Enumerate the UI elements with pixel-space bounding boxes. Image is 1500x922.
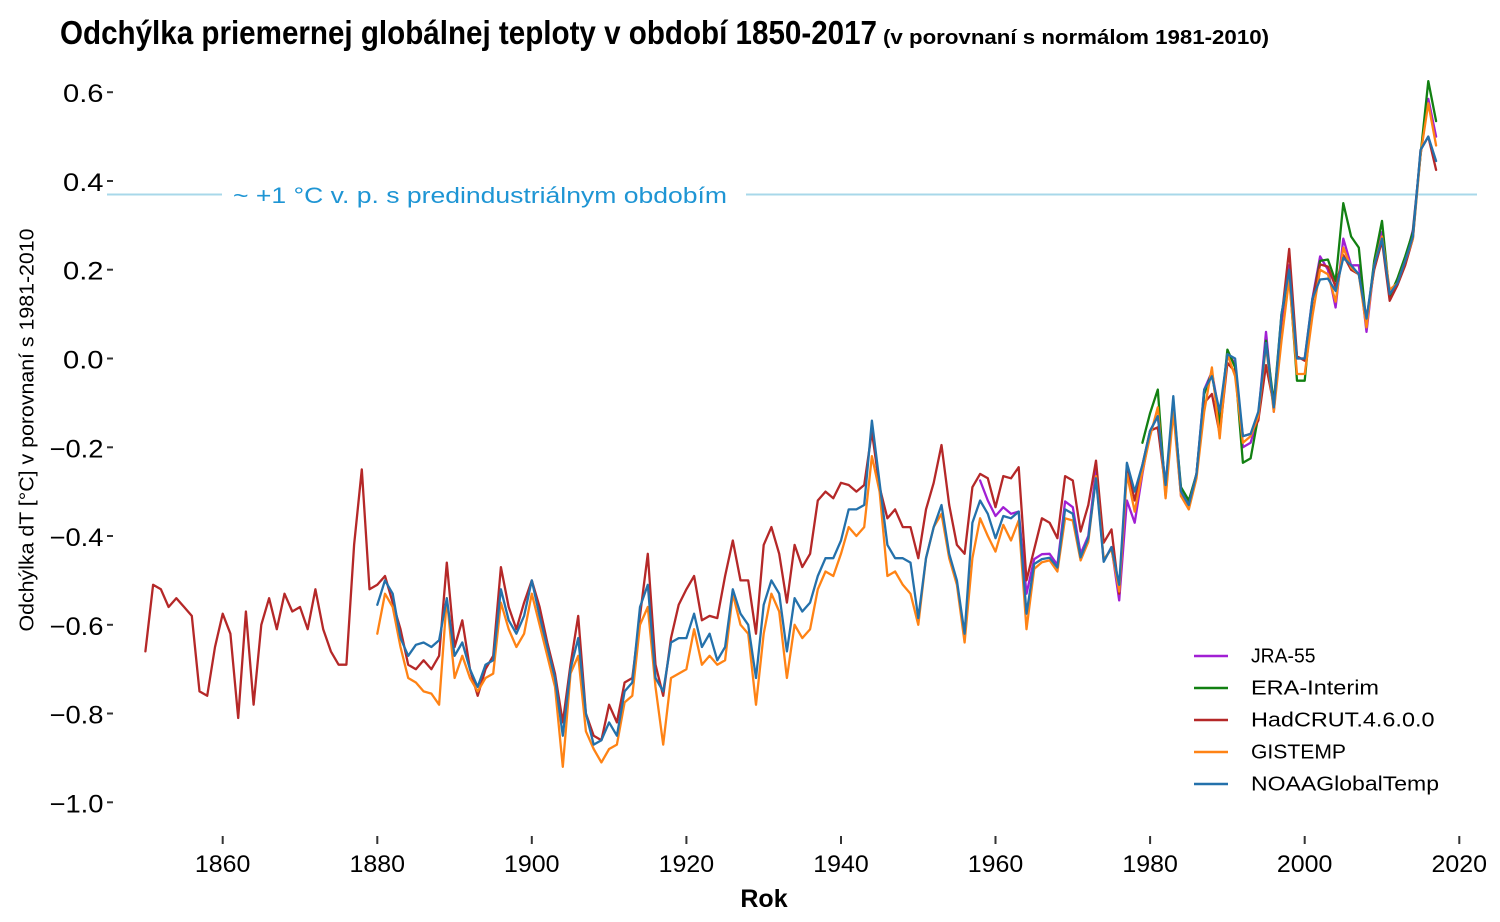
svg-text:0.4: 0.4 <box>63 169 104 197</box>
svg-text:0.6: 0.6 <box>63 80 104 108</box>
svg-text:−1.0: −1.0 <box>50 790 104 818</box>
svg-text:1920: 1920 <box>659 851 715 878</box>
svg-text:−0.6: −0.6 <box>50 613 104 641</box>
svg-text:ERA-Interim: ERA-Interim <box>1251 678 1379 700</box>
svg-text:−0.4: −0.4 <box>50 524 104 552</box>
svg-text:1900: 1900 <box>504 851 560 878</box>
svg-text:1960: 1960 <box>968 851 1024 878</box>
svg-text:2020: 2020 <box>1432 851 1488 878</box>
svg-text:1940: 1940 <box>813 851 869 878</box>
svg-text:(v porovnaní s normálom 1981-: (v porovnaní s normálom 1981-2010) <box>883 27 1269 49</box>
svg-text:HadCRUT.4.6.0.0: HadCRUT.4.6.0.0 <box>1251 710 1435 732</box>
svg-text:GISTEMP: GISTEMP <box>1251 742 1346 764</box>
svg-text:2000: 2000 <box>1277 851 1333 878</box>
svg-text:1860: 1860 <box>195 851 251 878</box>
svg-text:−0.2: −0.2 <box>50 435 104 463</box>
svg-text:~ +1 °C v. p. s predindustriál: ~ +1 °C v. p. s predindustriálnym období… <box>233 183 727 208</box>
svg-text:1880: 1880 <box>350 851 406 878</box>
svg-text:NOAAGlobalTemp: NOAAGlobalTemp <box>1251 774 1439 796</box>
svg-text:Odchýlka dT [°C] v porovnaní s: Odchýlka dT [°C] v porovnaní s 1981-2010 <box>17 229 39 632</box>
svg-text:JRA-55: JRA-55 <box>1251 646 1316 668</box>
svg-text:−0.8: −0.8 <box>50 702 104 730</box>
svg-text:Rok: Rok <box>740 885 787 913</box>
svg-text:0.0: 0.0 <box>63 347 104 375</box>
svg-text:1980: 1980 <box>1122 851 1178 878</box>
svg-text:0.2: 0.2 <box>63 258 104 286</box>
svg-text:Odchýlka priemernej globálnej: Odchýlka priemernej globálnej teploty v … <box>60 14 877 51</box>
